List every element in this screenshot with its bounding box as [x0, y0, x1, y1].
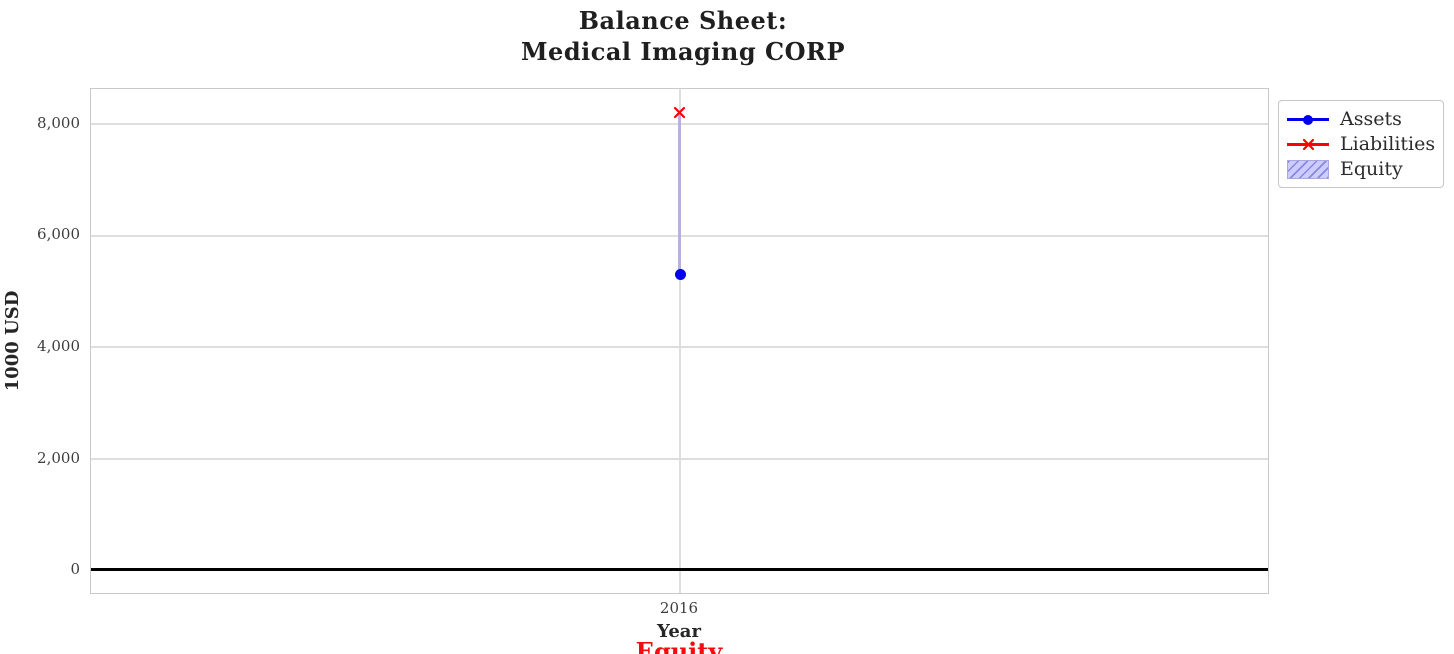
gridline-2016	[679, 89, 681, 593]
assets-line-sample	[1287, 114, 1329, 125]
y-tick-8000: 8,000	[37, 114, 80, 132]
chart-title: Balance Sheet: Medical Imaging CORP	[520, 6, 846, 66]
liabilities-x-icon	[1302, 138, 1315, 150]
equity-hatched-patch-icon	[1287, 160, 1329, 179]
legend-label-liabilities: Liabilities	[1340, 133, 1436, 155]
equity-band	[677, 112, 681, 275]
y-tick-6000: 6,000	[37, 225, 80, 243]
x-tick-2016: 2016	[659, 599, 699, 617]
assets-marker-circle	[675, 269, 686, 280]
x-axis-label: Year	[657, 621, 701, 642]
liabilities-marker-x	[673, 106, 686, 119]
zero-axis-line	[91, 568, 1268, 571]
legend-label-equity: Equity	[1340, 158, 1403, 180]
assets-dot-icon	[1303, 114, 1313, 125]
legend-label-assets: Assets	[1340, 108, 1402, 130]
y-tick-4000: 4,000	[37, 337, 80, 355]
liabilities-line-sample	[1287, 138, 1329, 150]
plot-area	[90, 88, 1269, 594]
y-tick-0: 0	[70, 560, 80, 578]
y-tick-2000: 2,000	[37, 449, 80, 467]
equity-annotation: Equity	[635, 637, 723, 654]
legend: Assets Liabilities Equity	[1278, 100, 1444, 188]
legend-item-assets: Assets	[1287, 107, 1435, 132]
legend-item-liabilities: Liabilities	[1287, 132, 1435, 157]
legend-item-equity: Equity	[1287, 157, 1435, 182]
